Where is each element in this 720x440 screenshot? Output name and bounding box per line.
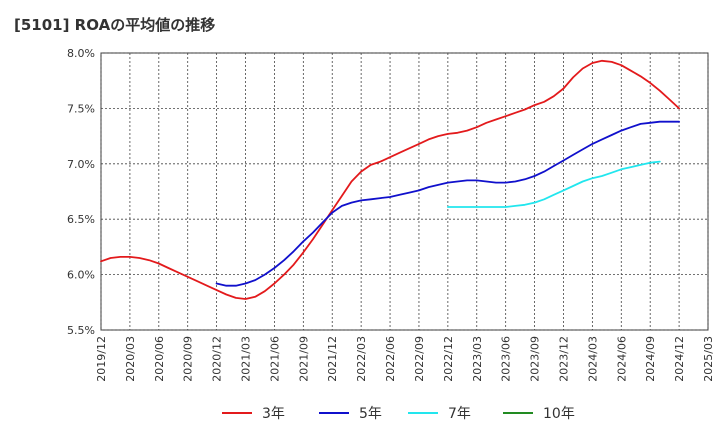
y-tick-label: 7.5% [67,102,95,115]
x-tick-label: 2024/03 [586,336,599,382]
x-tick-label: 2020/09 [182,336,195,382]
x-tick-label: 2021/03 [240,336,253,382]
x-tick-label: 2023/09 [529,336,542,382]
x-tick-label: 2024/12 [673,336,686,382]
x-axis: 2019/12 2020/03 2020/06 2020/09 2020/12 2021/… [95,336,715,382]
y-axis: 5.5% 6.0% 6.5% 7.0% 7.5% 8.0% [67,47,95,337]
x-tick-label: 2019/12 [95,336,108,382]
x-tick-label: 2024/09 [644,336,657,382]
x-tick-label: 2023/06 [500,336,513,382]
x-tick-label: 2022/03 [355,336,368,382]
x-tick-label: 2021/09 [297,336,310,382]
y-tick-label: 6.0% [67,269,95,282]
legend: 3年 5年 7年 10年 [222,406,575,422]
chart-title: [5101] ROAの平均値の推移 [14,16,216,34]
x-tick-label: 2022/06 [384,336,397,382]
x-tick-label: 2023/03 [471,336,484,382]
y-tick-label: 7.0% [67,158,95,171]
legend-label: 7年 [448,406,471,422]
x-tick-label: 2020/03 [124,336,137,382]
x-tick-label: 2021/12 [326,336,339,382]
x-tick-label: 2020/06 [153,336,166,382]
x-tick-label: 2022/12 [442,336,455,382]
x-tick-label: 2025/03 [702,336,715,382]
legend-label: 3年 [262,406,285,422]
plot-area [100,52,709,331]
series-line-7年 [446,160,661,208]
x-tick-label: 2021/06 [268,336,281,382]
x-tick-label: 2024/06 [615,336,628,382]
series-lines [100,59,680,300]
legend-label: 5年 [359,406,382,422]
legend-label: 10年 [543,406,575,422]
series-line-5年 [215,120,680,287]
grid-lines [100,52,709,331]
x-tick-label: 2023/12 [557,336,570,382]
y-tick-label: 6.5% [67,213,95,226]
y-tick-label: 8.0% [67,47,95,60]
x-tick-label: 2020/12 [211,336,224,382]
x-tick-label: 2022/09 [413,336,426,382]
y-tick-label: 5.5% [67,324,95,337]
series-line-3年 [100,59,680,300]
